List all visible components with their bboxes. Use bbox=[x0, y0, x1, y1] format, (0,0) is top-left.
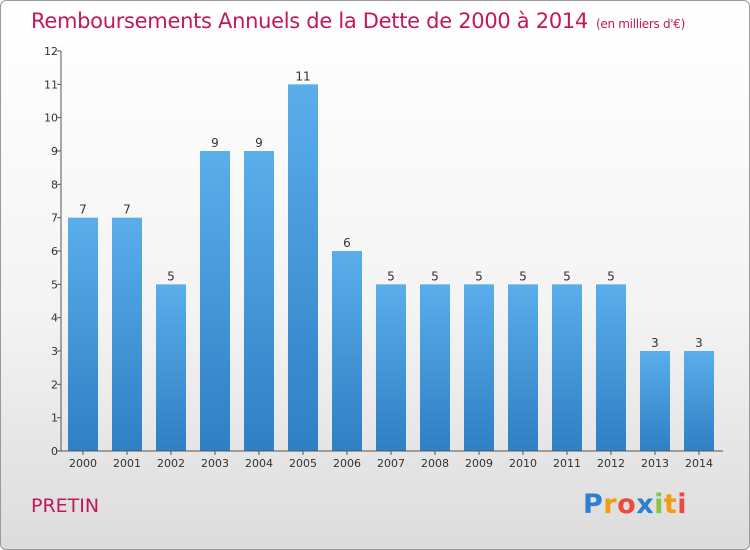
bar bbox=[68, 217, 98, 451]
bar bbox=[288, 84, 318, 451]
x-tick-label: 2004 bbox=[245, 457, 273, 470]
x-tick-label: 2003 bbox=[201, 457, 229, 470]
bar-value-label: 3 bbox=[651, 336, 659, 350]
logo-letter: P bbox=[583, 489, 604, 520]
town-name: PRETIN bbox=[31, 495, 100, 517]
bar-value-label: 5 bbox=[431, 269, 439, 283]
x-axis: 2000 2001 2002 2003 2004 2005 2006 2007 2008 2009… bbox=[61, 450, 723, 470]
y-tick-label: 11 bbox=[44, 78, 58, 91]
bar-value-label: 5 bbox=[563, 269, 571, 283]
y-tick-label: 7 bbox=[51, 212, 58, 225]
y-tick-label: 0 bbox=[51, 445, 58, 458]
bar bbox=[420, 284, 450, 451]
bar-value-label: 7 bbox=[79, 203, 87, 217]
x-tick-label: 2012 bbox=[597, 457, 625, 470]
x-tick-label: 2009 bbox=[465, 457, 493, 470]
x-tick-label: 2013 bbox=[641, 457, 669, 470]
chart-subtitle: (en milliers d'€) bbox=[596, 17, 686, 31]
x-tick-label: 2002 bbox=[157, 457, 185, 470]
bar bbox=[200, 151, 230, 451]
bar bbox=[156, 284, 186, 451]
y-tick-label: 1 bbox=[51, 412, 58, 425]
bar bbox=[464, 284, 494, 451]
bar bbox=[376, 284, 406, 451]
y-tick-label: 2 bbox=[51, 378, 58, 391]
y-tick-label: 8 bbox=[51, 178, 58, 191]
y-tick-label: 10 bbox=[44, 112, 58, 125]
x-tick-label: 2008 bbox=[421, 457, 449, 470]
bar bbox=[596, 284, 626, 451]
x-tick-label: 2005 bbox=[289, 457, 317, 470]
chart-title-text: Remboursements Annuels de la Dette de 20… bbox=[31, 9, 588, 33]
bar-value-label: 5 bbox=[519, 269, 527, 283]
y-tick-label: 9 bbox=[51, 145, 58, 158]
bar-value-label: 5 bbox=[387, 269, 395, 283]
bar-value-label: 6 bbox=[343, 236, 351, 250]
y-tick-label: 4 bbox=[51, 312, 58, 325]
y-tick-label: 12 bbox=[44, 45, 58, 58]
bar-value-label: 7 bbox=[123, 203, 131, 217]
y-tick-label: 3 bbox=[51, 345, 58, 358]
bar-value-label: 5 bbox=[167, 269, 175, 283]
y-tick-label: 6 bbox=[51, 245, 58, 258]
bar bbox=[640, 351, 670, 451]
x-tick-label: 2001 bbox=[113, 457, 141, 470]
chart-title: Remboursements Annuels de la Dette de 20… bbox=[31, 9, 685, 33]
x-tick-label: 2006 bbox=[333, 457, 361, 470]
x-tick-label: 2000 bbox=[69, 457, 97, 470]
bar bbox=[332, 251, 362, 451]
bar bbox=[508, 284, 538, 451]
logo-letter: o bbox=[617, 489, 637, 520]
x-tick-label: 2014 bbox=[685, 457, 713, 470]
bar-value-label: 11 bbox=[295, 69, 310, 83]
x-tick-label: 2010 bbox=[509, 457, 537, 470]
bar-value-label: 3 bbox=[695, 336, 703, 350]
bar bbox=[684, 351, 714, 451]
bars: 7 7 5 9 9 11 6 5 5 5 5 5 5 3 3 bbox=[68, 69, 714, 451]
logo-letter: i bbox=[677, 489, 688, 520]
x-tick-label: 2007 bbox=[377, 457, 405, 470]
bar-value-label: 9 bbox=[255, 136, 263, 150]
bar-value-label: 9 bbox=[211, 136, 219, 150]
logo-letter: t bbox=[663, 489, 678, 520]
logo-letter: x bbox=[636, 489, 655, 520]
x-tick-label: 2011 bbox=[553, 457, 581, 470]
bar-value-label: 5 bbox=[607, 269, 615, 283]
proxiti-logo[interactable]: Proxiti bbox=[583, 489, 687, 520]
bar-value-label: 5 bbox=[475, 269, 483, 283]
logo-letter: r bbox=[603, 489, 618, 520]
bar bbox=[112, 217, 142, 451]
bar bbox=[552, 284, 582, 451]
bar bbox=[244, 151, 274, 451]
y-tick-label: 5 bbox=[51, 278, 58, 291]
logo-letter: i bbox=[654, 489, 664, 520]
